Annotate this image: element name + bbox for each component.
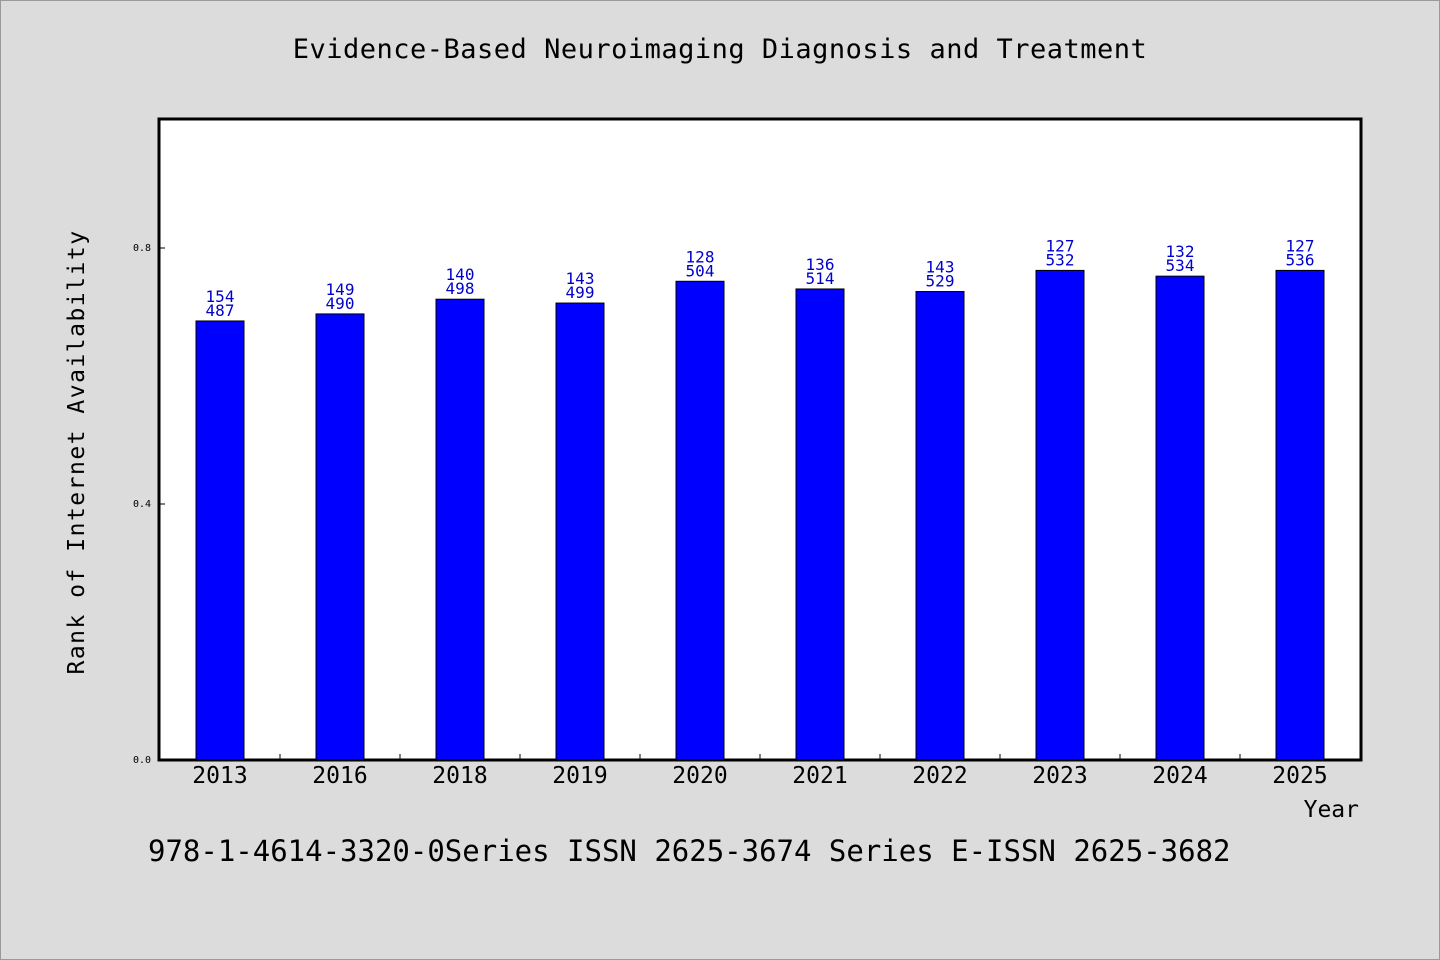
bar-2023 bbox=[1035, 269, 1085, 761]
x-tick-label-2021: 2021 bbox=[792, 763, 847, 789]
bar-2020 bbox=[675, 280, 725, 761]
y-tick-label-0.4: 0.4 bbox=[133, 499, 151, 510]
bar-label-top-2023: 127 bbox=[1046, 236, 1075, 255]
bar-2024 bbox=[1155, 275, 1205, 761]
bar-label-top-2025: 127 bbox=[1286, 236, 1315, 255]
bar-2016 bbox=[315, 313, 365, 761]
bar-2013 bbox=[195, 320, 245, 761]
x-tick-label-2024: 2024 bbox=[1152, 763, 1207, 789]
bar-label-bottom-2024: 534 bbox=[1166, 256, 1195, 275]
bar-label-top-2024: 132 bbox=[1166, 242, 1195, 261]
bar-2025 bbox=[1275, 269, 1325, 761]
isbn-issn-footer: 978-1-4614-3320-0Series ISSN 2625-3674 S… bbox=[148, 834, 1231, 868]
x-tick-label-2019: 2019 bbox=[552, 763, 607, 789]
y-tick-label-0.0: 0.0 bbox=[133, 755, 151, 766]
bar-label-top-2019: 143 bbox=[566, 269, 595, 288]
bar-label-top-2020: 128 bbox=[686, 247, 715, 266]
bar-label-bottom-2016: 490 bbox=[326, 294, 355, 313]
x-tick-label-2018: 2018 bbox=[432, 763, 487, 789]
bar-label-top-2018: 140 bbox=[446, 265, 475, 284]
x-tick-label-2020: 2020 bbox=[672, 763, 727, 789]
bar-label-bottom-2022: 529 bbox=[926, 272, 955, 291]
bar-2018 bbox=[435, 298, 485, 761]
x-tick-label-2022: 2022 bbox=[912, 763, 967, 789]
bar-2021 bbox=[795, 288, 845, 761]
chart-title: Evidence-Based Neuroimaging Diagnosis an… bbox=[292, 34, 1148, 65]
bar-label-bottom-2018: 498 bbox=[446, 279, 475, 298]
bar-label-bottom-2013: 487 bbox=[206, 301, 235, 320]
bar-label-top-2016: 149 bbox=[326, 280, 355, 299]
y-axis-label: Rank of Internet Availability bbox=[64, 229, 90, 674]
x-tick-label-2016: 2016 bbox=[312, 763, 367, 789]
x-tick-label-2023: 2023 bbox=[1032, 763, 1087, 789]
bar-label-top-2021: 136 bbox=[806, 255, 835, 274]
bar-2022 bbox=[915, 291, 965, 761]
x-tick-label-2013: 2013 bbox=[192, 763, 247, 789]
bar-2019 bbox=[555, 302, 605, 761]
bar-label-bottom-2023: 532 bbox=[1046, 250, 1075, 269]
bar-label-top-2013: 154 bbox=[206, 287, 235, 306]
bar-label-bottom-2025: 536 bbox=[1286, 250, 1315, 269]
y-tick-label-0.8: 0.8 bbox=[133, 243, 151, 254]
x-tick-label-2025: 2025 bbox=[1272, 763, 1327, 789]
x-axis-label: Year bbox=[1304, 797, 1359, 823]
bar-label-bottom-2021: 514 bbox=[806, 269, 835, 288]
bar-label-bottom-2019: 499 bbox=[566, 283, 595, 302]
bar-label-top-2022: 143 bbox=[926, 258, 955, 277]
axis-layer: 2013 2016 2018 2019 2020 2021 2022 2023 2024 2025… bbox=[133, 243, 1328, 789]
bar-label-bottom-2020: 504 bbox=[686, 261, 715, 280]
